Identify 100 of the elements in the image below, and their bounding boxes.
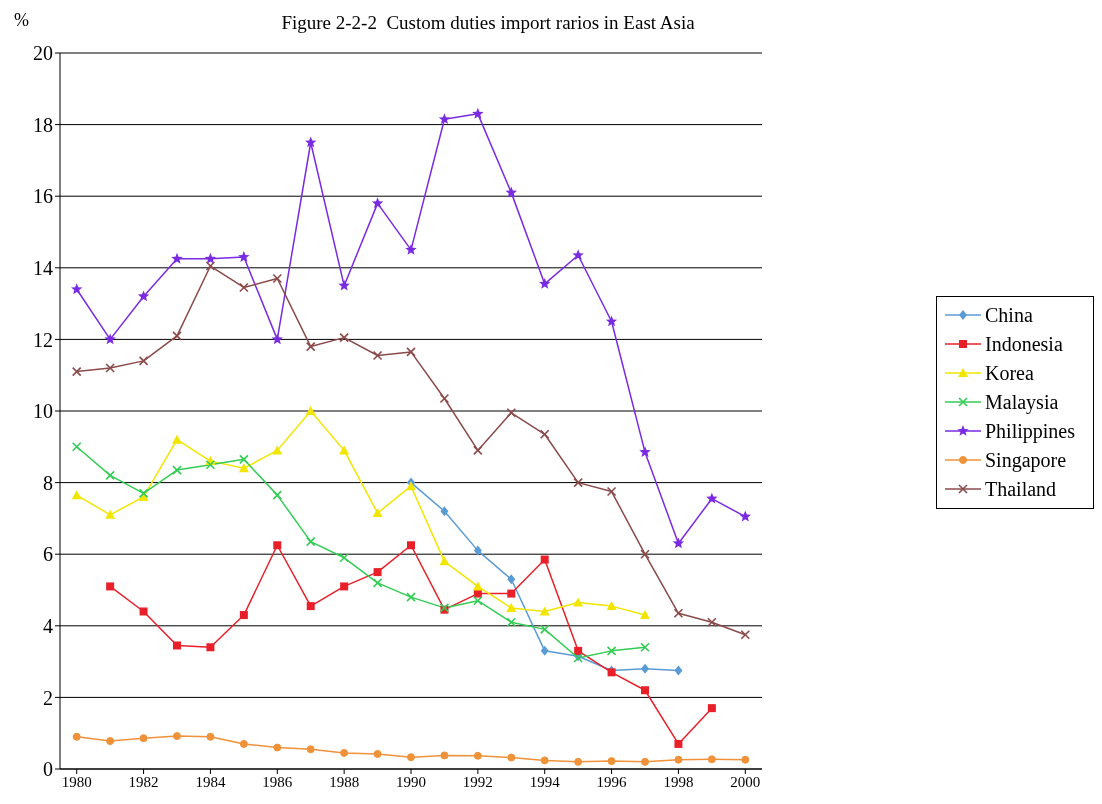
x-tick-label: 1980 xyxy=(61,773,92,790)
y-tick-label: 6 xyxy=(43,543,53,566)
point xyxy=(539,429,550,440)
point xyxy=(439,556,450,566)
point xyxy=(272,445,283,455)
point xyxy=(105,470,115,481)
point xyxy=(472,581,483,591)
y-tick-label: 0 xyxy=(43,758,53,781)
point xyxy=(372,578,383,588)
point xyxy=(239,739,248,748)
legend-label: Korea xyxy=(985,361,1034,385)
point xyxy=(71,366,82,377)
point xyxy=(706,492,718,504)
legend-label: Thailand xyxy=(985,477,1057,501)
legend-label: China xyxy=(985,303,1033,327)
legend-label: Malaysia xyxy=(985,390,1059,414)
point xyxy=(440,751,449,760)
point xyxy=(172,434,182,444)
point xyxy=(406,592,416,602)
point xyxy=(338,279,350,291)
point xyxy=(707,755,716,764)
y-tick-label: 14 xyxy=(33,256,53,279)
x-tick-label: 1982 xyxy=(128,773,159,790)
point xyxy=(472,107,484,119)
point xyxy=(606,486,617,497)
y-axis-title: % xyxy=(14,10,29,31)
point xyxy=(372,508,383,518)
point xyxy=(137,290,150,302)
point xyxy=(340,748,349,757)
point xyxy=(71,283,83,295)
point xyxy=(674,755,683,764)
point xyxy=(372,350,383,361)
point xyxy=(139,734,148,743)
point xyxy=(306,602,315,611)
point xyxy=(606,601,617,611)
point xyxy=(238,251,250,262)
point xyxy=(172,465,182,475)
point xyxy=(539,624,550,635)
point xyxy=(339,445,350,455)
point xyxy=(639,446,651,458)
point xyxy=(406,481,416,491)
x-tick-label: 1988 xyxy=(329,773,360,790)
point xyxy=(641,663,649,674)
point xyxy=(339,552,349,563)
point xyxy=(740,629,751,640)
y-tick-label: 8 xyxy=(43,471,53,494)
point xyxy=(540,645,549,656)
point xyxy=(641,757,649,766)
point xyxy=(138,356,149,366)
point xyxy=(405,243,417,255)
y-tick-label: 18 xyxy=(33,113,53,136)
point xyxy=(373,568,382,577)
point xyxy=(674,739,683,748)
point xyxy=(239,611,248,620)
point xyxy=(439,393,450,404)
point xyxy=(272,273,283,284)
point xyxy=(640,549,650,559)
point xyxy=(305,341,316,352)
y-tick-label: 16 xyxy=(33,185,53,208)
point xyxy=(640,610,650,620)
point xyxy=(540,555,549,564)
point xyxy=(707,704,716,713)
point xyxy=(473,595,483,606)
point xyxy=(139,607,148,616)
point xyxy=(173,732,181,741)
point xyxy=(473,545,482,556)
point xyxy=(507,574,516,585)
point xyxy=(106,582,115,591)
chart-title: Figure 2-2-2 Custom duties import rarios in East Asia xyxy=(281,12,695,33)
point xyxy=(406,347,416,357)
point xyxy=(173,641,181,650)
point xyxy=(640,642,650,653)
point xyxy=(707,617,717,628)
point xyxy=(105,509,116,519)
x-tick-label: 2000 xyxy=(730,773,761,790)
point xyxy=(605,315,618,327)
point xyxy=(438,113,451,125)
point xyxy=(506,407,517,418)
point xyxy=(272,490,283,500)
point xyxy=(407,753,415,762)
point xyxy=(573,597,584,607)
point xyxy=(473,589,482,598)
point xyxy=(574,757,583,766)
point xyxy=(607,757,616,766)
x-tick-label: 1996 xyxy=(596,773,628,790)
point xyxy=(206,732,215,741)
point xyxy=(205,459,216,470)
point xyxy=(572,249,584,261)
point xyxy=(172,331,182,341)
point xyxy=(539,277,551,289)
point xyxy=(741,755,750,764)
point xyxy=(540,756,549,765)
point xyxy=(105,363,115,373)
point xyxy=(273,743,282,752)
point xyxy=(206,643,215,652)
point xyxy=(305,406,316,415)
point xyxy=(71,442,82,452)
point xyxy=(473,445,483,456)
point xyxy=(373,749,382,758)
x-tick-label: 1994 xyxy=(529,773,561,790)
